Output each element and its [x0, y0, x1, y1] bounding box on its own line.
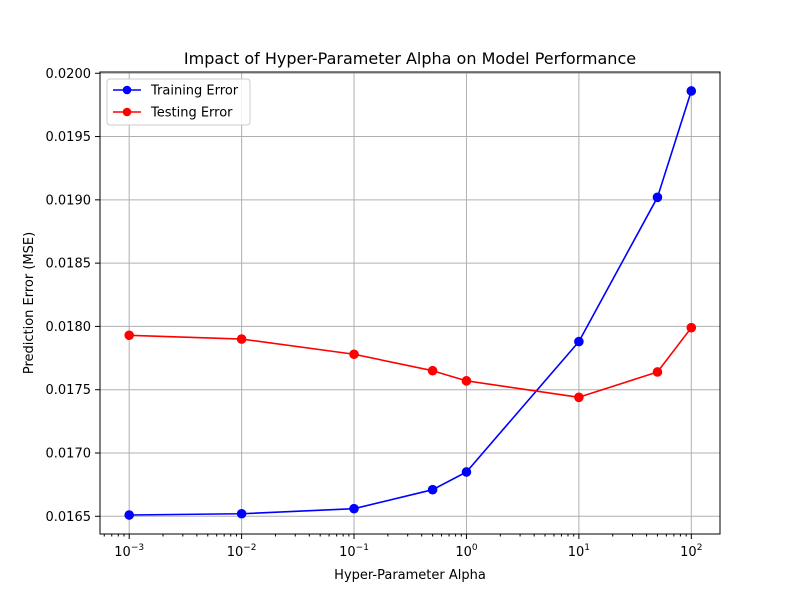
data-point — [686, 322, 697, 333]
data-point — [427, 484, 438, 495]
legend-marker — [122, 107, 132, 117]
data-point — [124, 510, 134, 520]
x-axis-label: Hyper-Parameter Alpha — [334, 568, 486, 583]
plot-area-frame — [99, 71, 721, 535]
x-tick-label: 102 — [680, 543, 702, 560]
y-tick-label: 0.0195 — [46, 130, 92, 145]
y-tick-label: 0.0165 — [46, 510, 92, 525]
y-tick-label: 0.0190 — [46, 193, 92, 208]
legend-label: Testing Error — [150, 106, 233, 121]
legend: Training Error Testing Error — [106, 78, 251, 126]
y-axis-label: Prediction Error (MSE) — [22, 232, 37, 374]
x-tick-label: 10−1 — [339, 543, 369, 560]
series-line — [129, 90, 693, 516]
grid — [100, 72, 720, 534]
data-point — [574, 392, 584, 403]
y-axis-ticks: 0.0165 0.0170 0.0175 0.0180 0.0185 0.0190 0.01… — [46, 67, 100, 525]
series-testing-error — [124, 322, 697, 403]
data-point — [349, 349, 359, 360]
legend-marker — [122, 85, 132, 95]
series-line — [129, 327, 692, 399]
y-tick-label: 0.0170 — [46, 446, 92, 461]
series-training-error — [124, 86, 697, 520]
data-point — [686, 86, 697, 96]
x-tick-label: 101 — [568, 543, 590, 560]
y-tick-label: 0.0175 — [46, 383, 92, 398]
y-tick-label: 0.0185 — [46, 257, 92, 272]
data-point — [236, 508, 247, 519]
data-point — [427, 365, 438, 376]
y-tick-label: 0.0180 — [46, 320, 92, 335]
legend-label: Training Error — [150, 84, 239, 99]
data-point — [461, 376, 472, 386]
data-point — [461, 467, 472, 477]
x-tick-label: 100 — [455, 543, 478, 560]
data-point — [124, 330, 134, 341]
y-tick-label: 0.0200 — [46, 67, 92, 82]
data-point — [652, 367, 663, 377]
data-point — [236, 334, 247, 344]
x-tick-label: 10−3 — [114, 543, 144, 560]
legend-frame — [106, 78, 251, 126]
x-tick-label: 10−2 — [227, 543, 257, 560]
series-layer — [124, 86, 697, 520]
data-point — [574, 336, 584, 347]
data-point — [652, 192, 663, 203]
chart-title: Impact of Hyper-Parameter Alpha on Model… — [184, 49, 636, 68]
x-axis-ticks: 10−3 10−2 10−1 100 101 102 — [103, 534, 702, 560]
data-point — [349, 503, 359, 514]
